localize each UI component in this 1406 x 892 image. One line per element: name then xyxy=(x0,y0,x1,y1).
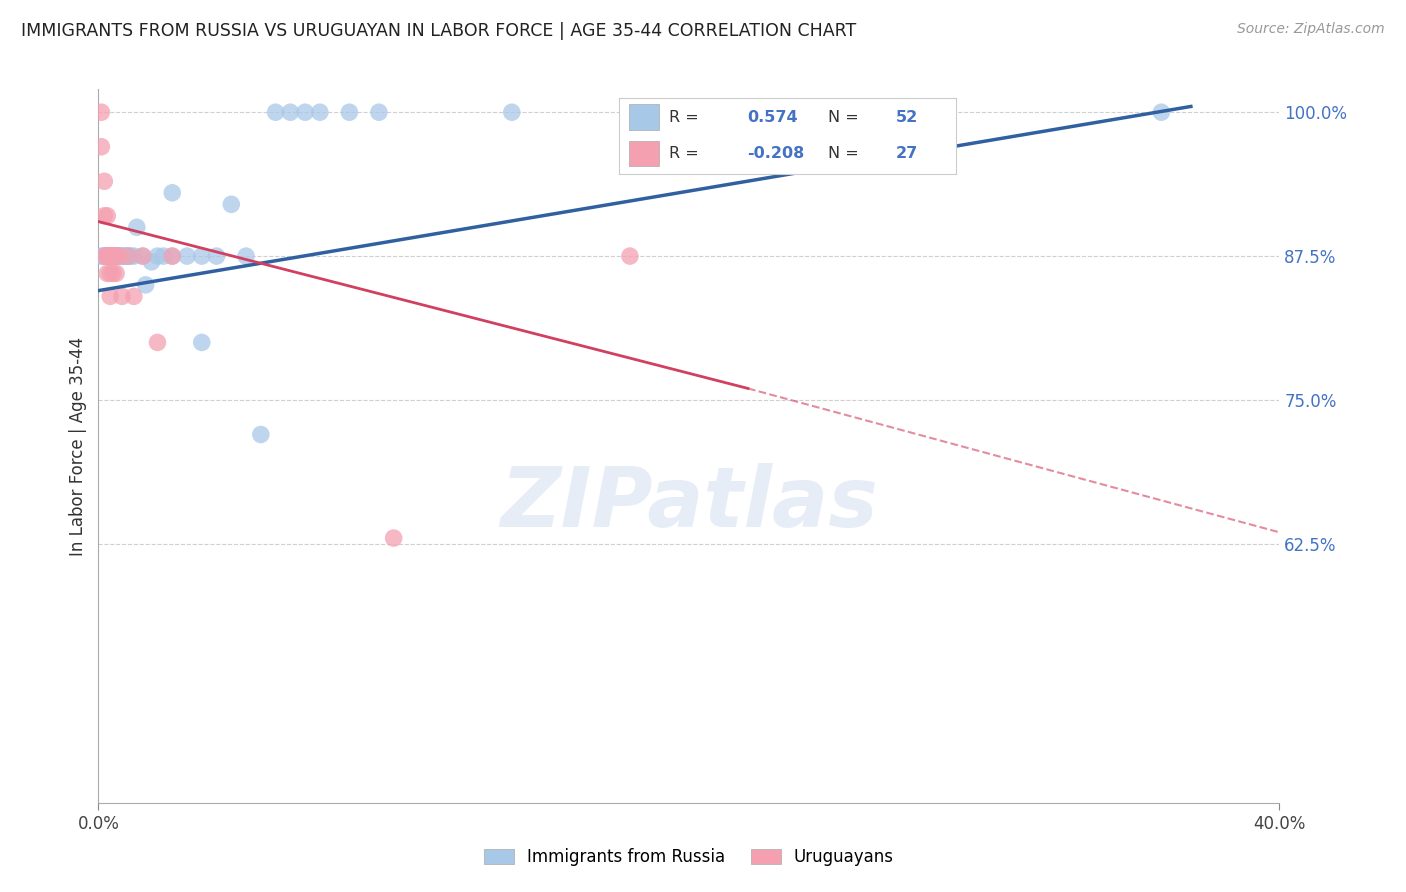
Point xyxy=(93,174,115,188)
Y-axis label: In Labor Force | Age 35-44: In Labor Force | Age 35-44 xyxy=(69,336,87,556)
Point xyxy=(105,249,128,263)
Point xyxy=(108,249,131,263)
Text: Source: ZipAtlas.com: Source: ZipAtlas.com xyxy=(1237,22,1385,37)
Point xyxy=(105,249,128,263)
Point xyxy=(90,249,112,263)
Point xyxy=(339,105,360,120)
Point xyxy=(122,249,145,263)
Text: ZIPatlas: ZIPatlas xyxy=(501,463,877,543)
Text: 0.574: 0.574 xyxy=(747,110,797,125)
Text: R =: R = xyxy=(669,110,699,125)
Point xyxy=(619,249,641,263)
Text: IMMIGRANTS FROM RUSSIA VS URUGUAYAN IN LABOR FORCE | AGE 35-44 CORRELATION CHART: IMMIGRANTS FROM RUSSIA VS URUGUAYAN IN L… xyxy=(21,22,856,40)
Point xyxy=(114,249,136,263)
Point xyxy=(111,289,134,303)
Point xyxy=(103,249,125,263)
Point xyxy=(141,255,163,269)
Point xyxy=(98,249,121,263)
Point xyxy=(162,249,183,263)
Point xyxy=(191,249,214,263)
Point xyxy=(111,249,134,263)
Point xyxy=(103,249,125,263)
Point xyxy=(90,140,112,154)
Point xyxy=(98,249,121,263)
Point xyxy=(914,105,936,120)
Point xyxy=(103,249,125,263)
Point xyxy=(96,249,118,263)
Text: R =: R = xyxy=(669,146,699,161)
Point xyxy=(250,427,273,442)
Legend: Immigrants from Russia, Uruguayans: Immigrants from Russia, Uruguayans xyxy=(478,842,900,873)
Point xyxy=(108,249,131,263)
Point xyxy=(105,266,128,280)
Point xyxy=(96,209,118,223)
FancyBboxPatch shape xyxy=(628,141,659,166)
FancyBboxPatch shape xyxy=(628,104,659,130)
Point xyxy=(96,249,118,263)
Point xyxy=(125,220,148,235)
Point xyxy=(105,249,128,263)
Point xyxy=(93,249,115,263)
Point xyxy=(105,249,128,263)
Point xyxy=(98,249,121,263)
Point xyxy=(96,249,118,263)
Point xyxy=(96,249,118,263)
Point xyxy=(235,249,257,263)
Point xyxy=(309,105,332,120)
Point xyxy=(114,249,136,263)
Point xyxy=(368,105,391,120)
Point xyxy=(98,289,121,303)
Point xyxy=(205,249,228,263)
Point xyxy=(122,289,145,303)
Text: N =: N = xyxy=(828,110,859,125)
Point xyxy=(191,335,214,350)
Point xyxy=(98,249,121,263)
Point xyxy=(278,105,302,120)
Point xyxy=(93,249,115,263)
Point xyxy=(96,249,118,263)
Point xyxy=(162,249,183,263)
Text: -0.208: -0.208 xyxy=(747,146,804,161)
Point xyxy=(264,105,287,120)
Point xyxy=(501,105,523,120)
Point xyxy=(98,249,121,263)
Point xyxy=(103,249,125,263)
Point xyxy=(294,105,316,120)
Point xyxy=(98,249,121,263)
Text: 52: 52 xyxy=(896,110,918,125)
Point xyxy=(382,531,405,545)
Point xyxy=(98,266,121,280)
Point xyxy=(105,249,128,263)
Point xyxy=(108,249,131,263)
Point xyxy=(120,249,142,263)
Point xyxy=(103,249,125,263)
Point xyxy=(162,186,183,200)
Point xyxy=(96,249,118,263)
Point xyxy=(96,266,118,280)
Point xyxy=(219,197,242,211)
Point xyxy=(93,209,115,223)
Point xyxy=(117,249,139,263)
Text: 27: 27 xyxy=(896,146,918,161)
Point xyxy=(152,249,174,263)
Point xyxy=(103,249,125,263)
Point xyxy=(103,249,125,263)
Point xyxy=(132,249,155,263)
Point xyxy=(90,105,112,120)
Point xyxy=(1150,105,1173,120)
Point xyxy=(103,266,125,280)
Point xyxy=(117,249,139,263)
Point xyxy=(117,249,139,263)
Point xyxy=(93,249,115,263)
Point xyxy=(176,249,198,263)
Text: N =: N = xyxy=(828,146,859,161)
Point xyxy=(132,249,155,263)
Point xyxy=(111,249,134,263)
Point xyxy=(146,249,169,263)
Point xyxy=(103,249,125,263)
Point xyxy=(146,335,169,350)
Point xyxy=(108,249,131,263)
Point xyxy=(135,277,157,292)
